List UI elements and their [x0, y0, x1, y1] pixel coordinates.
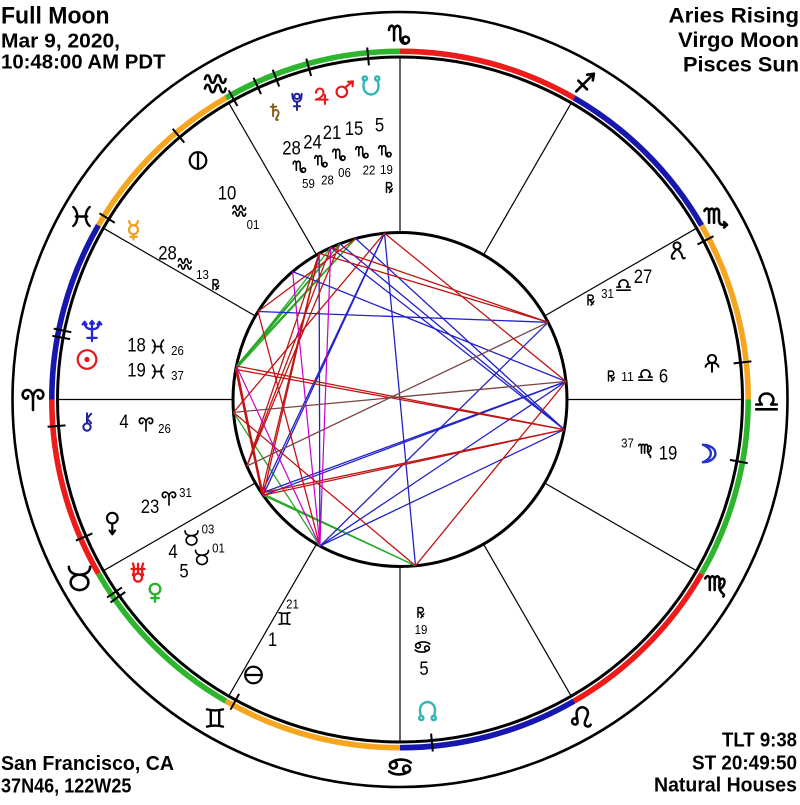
svg-text:5: 5 [179, 561, 188, 582]
svg-text:6: 6 [659, 366, 668, 387]
svg-text:10:48:00 AM PDT: 10:48:00 AM PDT [1, 51, 166, 74]
svg-text:Aries Rising: Aries Rising [669, 4, 800, 28]
svg-text:San Francisco, CA: San Francisco, CA [1, 752, 174, 775]
svg-text:21: 21 [286, 597, 299, 612]
svg-text:27: 27 [634, 267, 653, 288]
svg-text:37: 37 [171, 368, 184, 383]
svg-text:24: 24 [303, 132, 322, 153]
svg-text:ST 20:49:50: ST 20:49:50 [692, 752, 797, 775]
svg-text:13: 13 [196, 267, 209, 282]
svg-text:59: 59 [302, 176, 315, 191]
svg-text:4: 4 [168, 542, 178, 563]
svg-text:28: 28 [282, 138, 301, 159]
svg-text:19: 19 [415, 622, 428, 637]
svg-text:Full Moon: Full Moon [1, 3, 110, 30]
svg-text:31: 31 [601, 286, 614, 301]
svg-text:28: 28 [158, 243, 177, 264]
svg-text:19: 19 [659, 443, 678, 464]
svg-text:TLT 9:38: TLT 9:38 [722, 729, 797, 752]
svg-text:37N46, 122W25: 37N46, 122W25 [1, 775, 131, 798]
svg-text:1: 1 [268, 630, 277, 651]
svg-text:37: 37 [621, 436, 634, 451]
svg-text:11: 11 [621, 369, 634, 384]
svg-text:01: 01 [212, 541, 225, 556]
svg-text:03: 03 [202, 522, 215, 537]
svg-text:19: 19 [127, 360, 146, 381]
svg-text:26: 26 [171, 343, 184, 358]
svg-text:23: 23 [141, 497, 160, 518]
svg-text:Natural Houses: Natural Houses [654, 774, 797, 797]
svg-text:06: 06 [338, 165, 351, 180]
svg-text:15: 15 [345, 119, 364, 140]
svg-text:Mar 9, 2020,: Mar 9, 2020, [1, 30, 120, 53]
svg-text:10: 10 [218, 183, 237, 204]
svg-text:5: 5 [419, 659, 428, 680]
svg-text:Virgo Moon: Virgo Moon [678, 28, 799, 52]
svg-text:Pisces Sun: Pisces Sun [683, 53, 799, 77]
svg-text:28: 28 [321, 173, 334, 188]
svg-text:26: 26 [158, 421, 171, 436]
svg-text:22: 22 [363, 163, 376, 178]
svg-text:18: 18 [127, 335, 146, 356]
svg-text:5: 5 [375, 115, 384, 136]
svg-text:4: 4 [119, 412, 129, 433]
svg-text:31: 31 [179, 485, 192, 500]
svg-text:01: 01 [247, 217, 260, 232]
svg-text:21: 21 [323, 123, 342, 144]
svg-text:19: 19 [380, 162, 393, 177]
